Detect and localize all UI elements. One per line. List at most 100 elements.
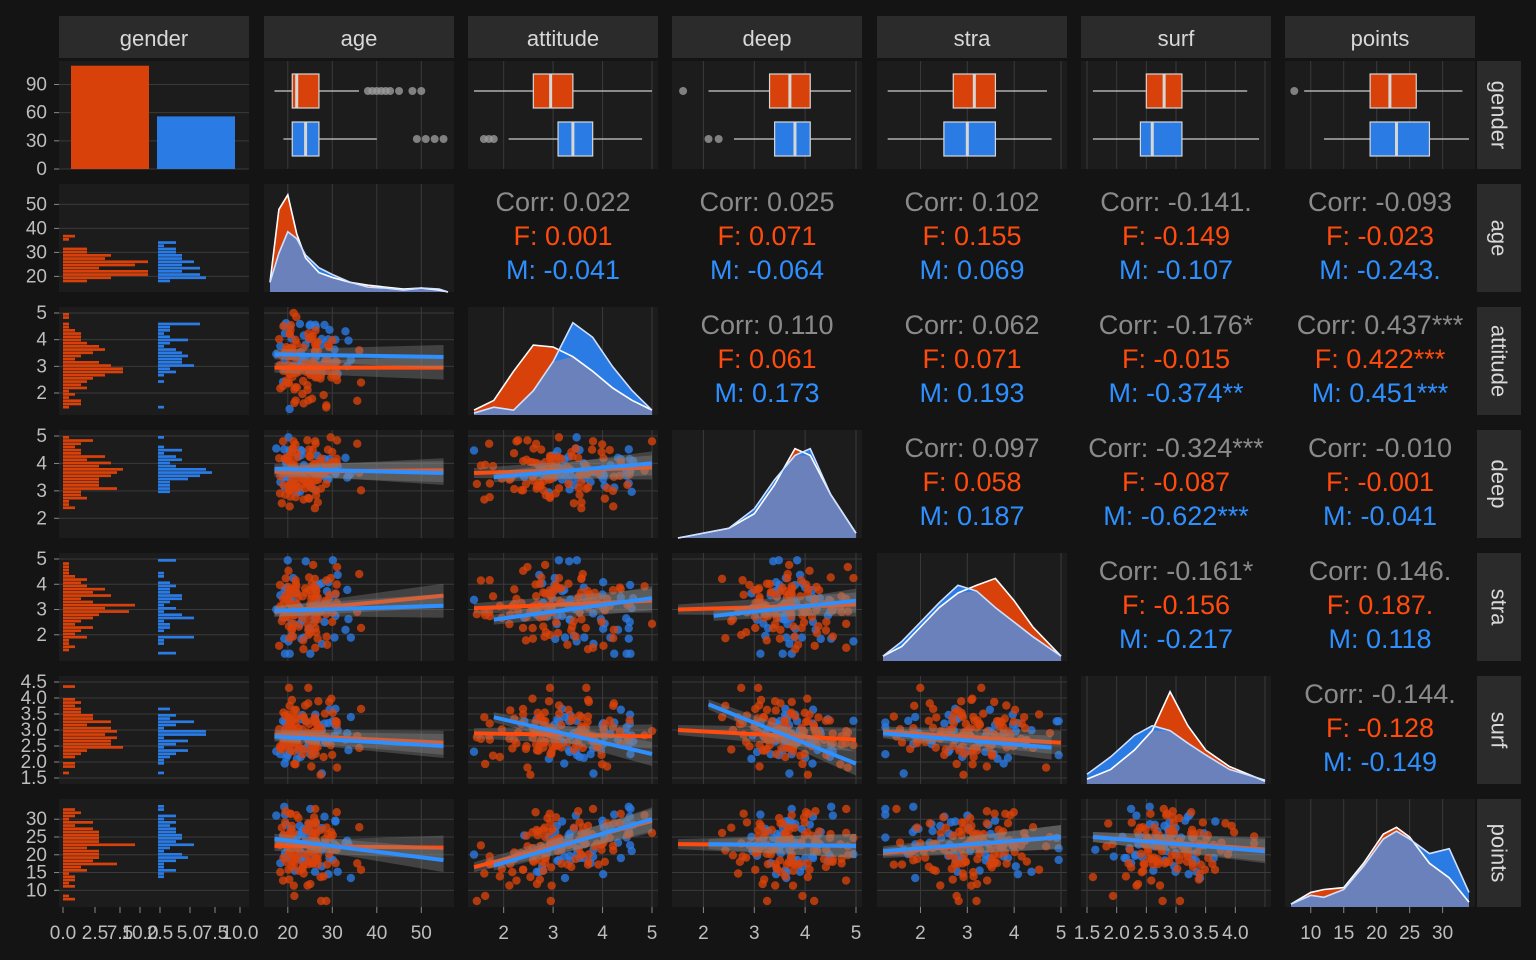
x-tick-label: 15 [1333, 923, 1354, 944]
scatter-point [600, 494, 610, 503]
scatter-point [821, 862, 831, 872]
scatter-point [597, 440, 607, 449]
scatter-point [1165, 827, 1174, 836]
scatter-point [327, 335, 337, 345]
confidence-band [678, 592, 856, 617]
scatter-point [849, 716, 858, 726]
scatter-point [557, 720, 566, 730]
scatter-point [588, 804, 598, 814]
scatter-point [284, 849, 293, 858]
scatter-point [825, 833, 835, 843]
corr-overall: Corr: -0.010 [1308, 433, 1452, 463]
scatter-point [977, 683, 986, 693]
histogram-bar [63, 373, 105, 377]
histogram-bar [158, 364, 194, 367]
scatter-point [539, 588, 548, 597]
histogram-bar [158, 373, 164, 377]
scatter-point [751, 865, 760, 874]
scatter-point [717, 574, 727, 584]
scatter-point [1003, 819, 1013, 828]
regression-line-male [274, 352, 444, 359]
histogram-bar [158, 341, 170, 345]
regression-line-male [1092, 835, 1266, 854]
scatter-point [736, 630, 746, 640]
histogram-bar [63, 594, 111, 597]
histogram-bar [63, 341, 87, 345]
scatter-point [291, 705, 301, 715]
histogram-bar [63, 755, 75, 759]
scatter-point [582, 683, 591, 693]
scatter-point [762, 705, 772, 715]
histogram-bar [63, 771, 69, 775]
scatter-point [304, 625, 313, 634]
regression-line-male [274, 836, 444, 863]
scatter-point [581, 839, 591, 848]
scatter-point [905, 744, 915, 754]
scatter-point [849, 573, 858, 583]
scatter-point [921, 853, 930, 862]
scatter-point [990, 850, 999, 859]
histogram-bar [63, 568, 69, 572]
scatter-point [286, 739, 295, 748]
scatter-point [285, 404, 294, 414]
scatter-point [911, 712, 920, 722]
scatter-point [547, 863, 556, 872]
scatter-point [912, 823, 922, 832]
density-outline [1290, 830, 1470, 905]
scatter-point [790, 823, 799, 832]
scatter-point [539, 866, 548, 876]
histogram-bar [63, 357, 75, 361]
scatter-point [325, 850, 334, 859]
scatter-point [843, 763, 853, 772]
corr-female: F: 0.071 [922, 344, 1021, 374]
scatter-point [469, 446, 479, 455]
histogram-bar [158, 872, 164, 875]
scatter-point [280, 711, 290, 720]
scatter-point [545, 493, 555, 503]
scatter-point [545, 451, 555, 461]
scatter-point [881, 750, 890, 759]
scatter-point [311, 727, 320, 736]
scatter-point [295, 319, 305, 329]
scatter-point [1009, 808, 1018, 817]
scatter-point [1149, 866, 1158, 875]
scatter-point [1160, 859, 1170, 868]
scatter-point [783, 574, 792, 583]
outlier-point [412, 135, 421, 143]
scatter-point [738, 576, 747, 585]
scatter-point [1041, 842, 1051, 851]
scatter-point [332, 375, 342, 385]
scatter-point [771, 859, 780, 869]
x-tick-label: 10 [1300, 923, 1321, 944]
scatter-point [320, 834, 330, 844]
scatter-point [1145, 802, 1154, 811]
histogram-bar [63, 720, 111, 724]
histogram-bar [63, 329, 75, 332]
corr-overall: Corr: 0.097 [904, 433, 1039, 463]
scatter-point [480, 713, 489, 722]
scatter-point [809, 720, 819, 730]
scatter-point [332, 720, 341, 730]
scatter-point [539, 717, 548, 726]
scatter-point [957, 831, 966, 840]
scatter-point [292, 383, 302, 392]
histogram-bar [158, 464, 176, 468]
corr-overall: Corr: -0.093 [1308, 187, 1452, 217]
scatter-point [788, 881, 798, 890]
corr-overall: Corr: -0.324*** [1088, 433, 1264, 463]
scatter-point [956, 697, 966, 706]
histogram-bar [63, 752, 81, 756]
scatter-point [299, 399, 308, 408]
scatter-point [309, 618, 319, 627]
scatter-point [286, 809, 295, 819]
scatter-point [540, 737, 549, 746]
scatter-point [843, 850, 853, 860]
scatter-point [583, 483, 593, 492]
scatter-point [545, 683, 555, 693]
scatter-point [899, 769, 908, 778]
histogram-bar [158, 581, 170, 585]
corr-overall: Corr: 0.025 [699, 187, 834, 217]
scatter-surf-points-female [1088, 804, 1259, 906]
density-outline [677, 447, 857, 539]
panel-gender-deep [672, 61, 862, 169]
